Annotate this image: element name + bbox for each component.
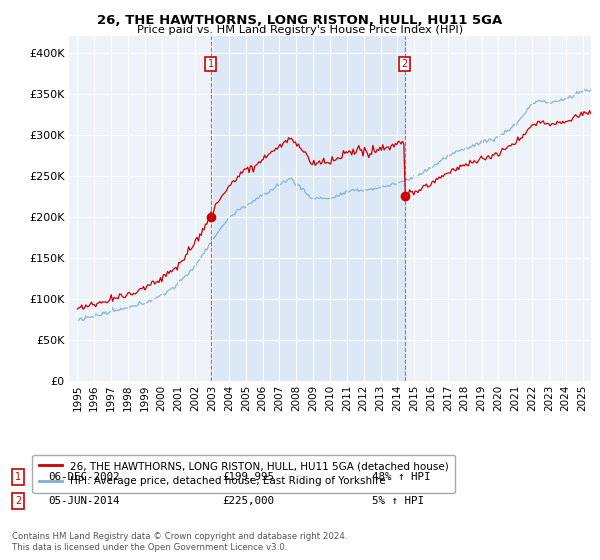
Text: 06-DEC-2002: 06-DEC-2002 — [48, 472, 119, 482]
Text: Contains HM Land Registry data © Crown copyright and database right 2024.
This d: Contains HM Land Registry data © Crown c… — [12, 532, 347, 552]
Text: 2: 2 — [401, 59, 408, 69]
Text: £225,000: £225,000 — [222, 496, 274, 506]
Text: 48% ↑ HPI: 48% ↑ HPI — [372, 472, 431, 482]
Bar — [211, 36, 404, 381]
Text: 05-JUN-2014: 05-JUN-2014 — [48, 496, 119, 506]
Text: 5% ↑ HPI: 5% ↑ HPI — [372, 496, 424, 506]
Text: 2: 2 — [15, 496, 21, 506]
Legend: 26, THE HAWTHORNS, LONG RISTON, HULL, HU11 5GA (detached house), HPI: Average pr: 26, THE HAWTHORNS, LONG RISTON, HULL, HU… — [32, 455, 455, 493]
Text: 1: 1 — [15, 472, 21, 482]
Text: 26, THE HAWTHORNS, LONG RISTON, HULL, HU11 5GA: 26, THE HAWTHORNS, LONG RISTON, HULL, HU… — [97, 14, 503, 27]
Text: 1: 1 — [208, 59, 214, 69]
Text: £199,995: £199,995 — [222, 472, 274, 482]
Text: Price paid vs. HM Land Registry's House Price Index (HPI): Price paid vs. HM Land Registry's House … — [137, 25, 463, 35]
